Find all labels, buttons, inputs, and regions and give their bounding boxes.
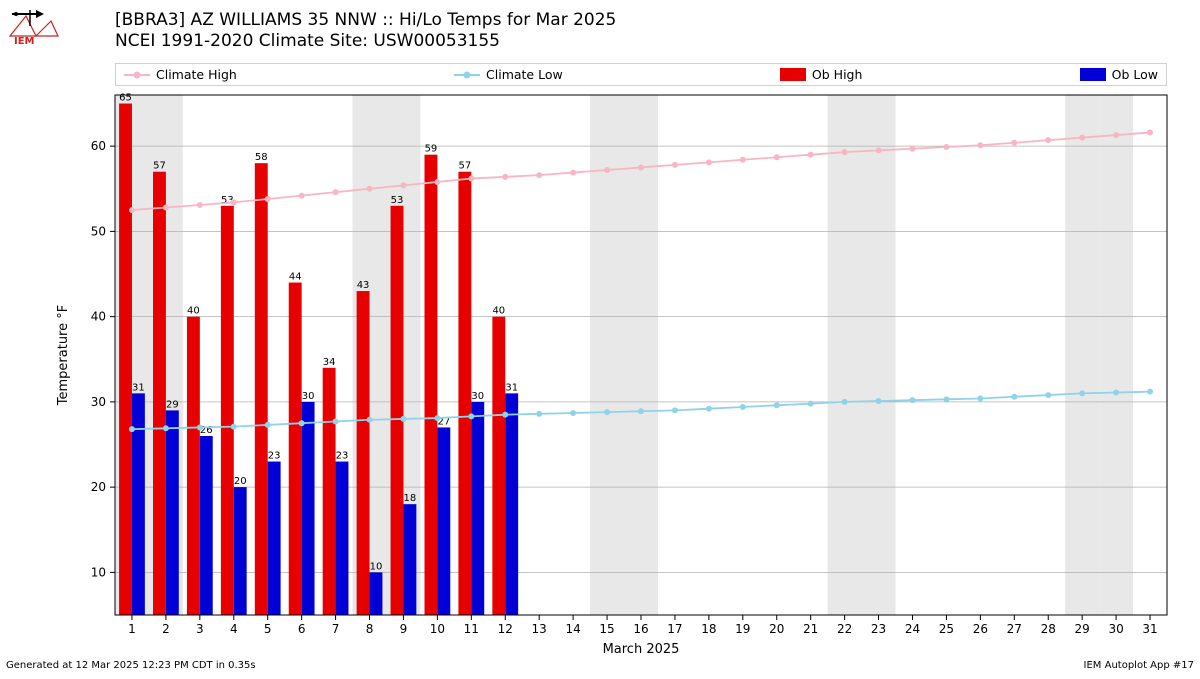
svg-text:10: 10 (430, 622, 445, 636)
svg-text:44: 44 (289, 272, 302, 283)
svg-text:17: 17 (667, 622, 682, 636)
legend-label: Ob Low (1112, 67, 1158, 82)
svg-text:13: 13 (532, 622, 547, 636)
svg-text:14: 14 (565, 622, 580, 636)
svg-text:Temperature °F: Temperature °F (56, 305, 71, 406)
svg-text:10: 10 (370, 561, 383, 572)
svg-text:40: 40 (187, 306, 200, 317)
chart-area: 6531572940265320582344303423431053185927… (0, 0, 1200, 675)
svg-text:40: 40 (492, 306, 505, 317)
legend-ob-high: Ob High (780, 67, 862, 82)
svg-text:24: 24 (905, 622, 920, 636)
svg-text:5: 5 (264, 622, 272, 636)
svg-text:2: 2 (162, 622, 170, 636)
svg-text:20: 20 (234, 476, 247, 487)
svg-text:7: 7 (332, 622, 340, 636)
svg-text:28: 28 (1041, 622, 1056, 636)
svg-text:34: 34 (323, 357, 336, 368)
svg-text:50: 50 (91, 224, 106, 238)
svg-text:23: 23 (871, 622, 886, 636)
svg-text:25: 25 (939, 622, 954, 636)
svg-text:57: 57 (459, 161, 472, 172)
svg-text:16: 16 (633, 622, 648, 636)
svg-text:30: 30 (471, 391, 484, 402)
svg-text:10: 10 (91, 565, 106, 579)
svg-text:30: 30 (1108, 622, 1123, 636)
svg-text:9: 9 (400, 622, 408, 636)
footer-app: IEM Autoplot App #17 (1084, 660, 1194, 671)
svg-text:40: 40 (91, 310, 106, 324)
svg-text:15: 15 (599, 622, 614, 636)
svg-text:59: 59 (425, 144, 438, 155)
svg-text:29: 29 (1075, 622, 1090, 636)
svg-text:March 2025: March 2025 (603, 642, 680, 657)
svg-text:29: 29 (166, 399, 179, 410)
svg-text:8: 8 (366, 622, 374, 636)
legend-label: Climate Low (486, 67, 563, 82)
svg-text:20: 20 (769, 622, 784, 636)
svg-text:21: 21 (803, 622, 818, 636)
legend-label: Ob High (812, 67, 862, 82)
svg-text:27: 27 (1007, 622, 1022, 636)
svg-text:11: 11 (464, 622, 479, 636)
svg-text:1: 1 (128, 622, 136, 636)
legend: Climate High Climate Low Ob High Ob Low (115, 63, 1167, 86)
svg-text:57: 57 (153, 161, 166, 172)
svg-text:20: 20 (91, 480, 106, 494)
legend-climate-high: Climate High (124, 67, 237, 82)
svg-text:6: 6 (298, 622, 306, 636)
svg-text:53: 53 (391, 195, 404, 206)
legend-label: Climate High (156, 67, 237, 82)
svg-text:30: 30 (91, 395, 106, 409)
svg-text:30: 30 (302, 391, 315, 402)
svg-text:65: 65 (119, 93, 132, 104)
legend-climate-low: Climate Low (454, 67, 563, 82)
svg-text:18: 18 (404, 493, 417, 504)
svg-text:19: 19 (735, 622, 750, 636)
footer-generated: Generated at 12 Mar 2025 12:23 PM CDT in… (6, 660, 256, 671)
svg-text:31: 31 (505, 382, 518, 393)
svg-text:18: 18 (701, 622, 716, 636)
legend-ob-low: Ob Low (1080, 67, 1158, 82)
svg-text:26: 26 (973, 622, 988, 636)
svg-text:31: 31 (132, 382, 145, 393)
svg-text:3: 3 (196, 622, 204, 636)
svg-text:4: 4 (230, 622, 238, 636)
svg-text:22: 22 (837, 622, 852, 636)
svg-text:23: 23 (268, 451, 281, 462)
svg-text:58: 58 (255, 152, 268, 163)
svg-text:23: 23 (336, 451, 349, 462)
svg-text:12: 12 (498, 622, 513, 636)
svg-text:60: 60 (91, 139, 106, 153)
svg-text:31: 31 (1142, 622, 1157, 636)
svg-text:43: 43 (357, 280, 370, 291)
